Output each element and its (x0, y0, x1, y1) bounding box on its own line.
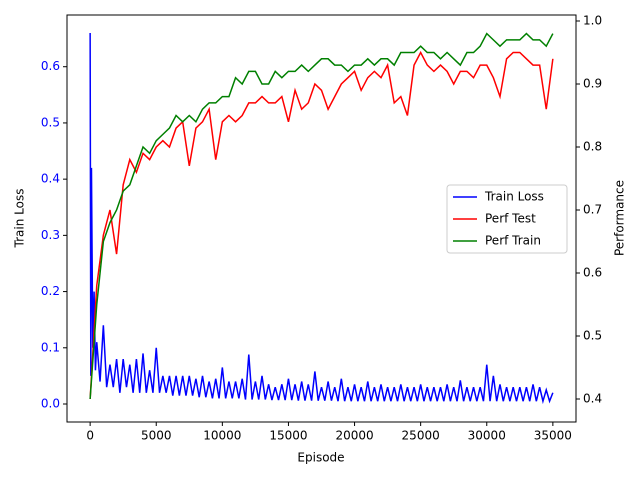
series-line (89, 50, 554, 400)
y2-tick-label: 0.9 (583, 76, 602, 90)
y-tick-label: 0.1 (41, 340, 60, 354)
y-tick-label: 0.0 (41, 397, 60, 411)
y2-tick-label: 0.4 (583, 392, 602, 406)
series-line (89, 32, 554, 400)
y2-tick-label: 0.5 (583, 329, 602, 343)
series-line (89, 32, 554, 405)
plot-frame (66, 14, 577, 423)
x-axis-label: Episode (297, 451, 344, 465)
y2-tick-label: 0.8 (583, 139, 602, 153)
y-tick-label: 0.2 (41, 284, 60, 298)
y-tick-label: 0.4 (41, 172, 60, 186)
x-tick-label: 25000 (402, 429, 440, 443)
x-tick-label: 30000 (468, 429, 506, 443)
y-tick-label: 0.5 (41, 115, 60, 129)
y2-axis-label: Performance (613, 180, 627, 256)
x-tick-label: 15000 (269, 429, 307, 443)
y2-tick-label: 0.7 (583, 202, 602, 216)
x-tick-label: 0 (86, 429, 94, 443)
x-tick-label: 5000 (141, 429, 172, 443)
y2-tick-label: 0.6 (583, 265, 602, 279)
y-tick-label: 0.3 (41, 228, 60, 242)
y-axis-label: Train Loss (13, 189, 27, 249)
legend-label: Train Loss (484, 190, 544, 204)
legend-box (446, 184, 568, 254)
y-tick-label: 0.6 (41, 59, 60, 73)
x-tick-label: 35000 (534, 429, 572, 443)
legend-label: Perf Train (485, 234, 541, 248)
y2-tick-label: 1.0 (583, 13, 602, 27)
x-tick-label: 10000 (203, 429, 241, 443)
legend-label: Perf Test (485, 212, 536, 226)
x-tick-label: 20000 (335, 429, 373, 443)
